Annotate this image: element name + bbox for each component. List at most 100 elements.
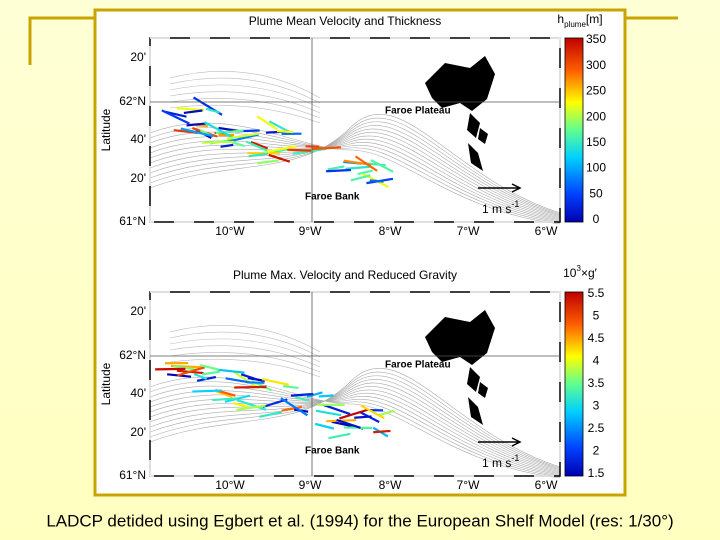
velocity-vector bbox=[234, 385, 267, 389]
contour bbox=[149, 376, 561, 479]
velocity-vector bbox=[328, 432, 351, 440]
contour bbox=[169, 358, 321, 378]
velocity-vector bbox=[264, 145, 297, 154]
velocity-vector bbox=[287, 148, 312, 152]
velocity-vector bbox=[354, 415, 372, 419]
contour bbox=[149, 382, 561, 472]
lat-label: 62°N bbox=[119, 94, 146, 108]
panel-title: Plume Mean Velocity and Thickness bbox=[249, 14, 442, 28]
velocity-vector bbox=[318, 394, 334, 398]
velocity-vector bbox=[360, 404, 385, 420]
contour bbox=[169, 331, 321, 358]
contour bbox=[149, 368, 561, 468]
velocity-vector bbox=[314, 422, 335, 430]
y-axis-label: Latitude bbox=[99, 362, 113, 405]
velocity-vector bbox=[225, 377, 251, 384]
colorbar-tick-label: 4 bbox=[593, 354, 600, 368]
velocity-vector bbox=[227, 133, 260, 143]
velocity-vector bbox=[180, 127, 214, 138]
velocity-vector bbox=[233, 371, 260, 390]
place-label: Faroe Bank bbox=[305, 192, 360, 203]
contour bbox=[149, 136, 561, 222]
velocity-vector bbox=[192, 389, 222, 393]
velocity-vector bbox=[155, 367, 186, 371]
velocity-vector bbox=[378, 409, 396, 417]
label-unit: [m] bbox=[586, 12, 603, 26]
velocity-vector bbox=[326, 168, 351, 173]
velocity-vector bbox=[220, 143, 234, 148]
contour bbox=[169, 98, 321, 119]
map-panel: Plume Mean Velocity and Thickness 20' 62°N… bbox=[99, 12, 606, 238]
label-base: h bbox=[557, 12, 564, 26]
scale-text: 1 m s bbox=[482, 202, 511, 216]
scale-arrow bbox=[478, 183, 522, 193]
map-panel: Plume Max. Velocity and Reduced Gravity 2… bbox=[99, 264, 604, 492]
velocity-vector bbox=[280, 397, 308, 417]
lat-label: 61°N bbox=[119, 214, 146, 228]
velocity-vector bbox=[250, 141, 269, 150]
label-sub: plume bbox=[564, 20, 586, 29]
velocity-vector bbox=[216, 390, 233, 398]
colorbar-label: hplume[m] bbox=[557, 12, 602, 29]
velocity-vector bbox=[161, 109, 190, 125]
colorbar bbox=[564, 37, 584, 223]
label-sup: 3 bbox=[576, 264, 581, 273]
velocity-vector bbox=[203, 121, 234, 139]
contour bbox=[149, 132, 561, 219]
scale-sup: -1 bbox=[511, 199, 519, 209]
colorbar-tick-label: 250 bbox=[586, 84, 606, 98]
scale-label: 1 m s-1 bbox=[482, 453, 519, 470]
scale-label: 1 m s-1 bbox=[482, 199, 519, 216]
velocity-vector bbox=[339, 408, 369, 420]
contour bbox=[149, 381, 561, 478]
lat-label: 40' bbox=[130, 386, 146, 400]
lon-label: 10°W bbox=[215, 478, 245, 492]
lat-label: 62°N bbox=[119, 348, 146, 362]
velocity-vector bbox=[270, 148, 289, 154]
contour bbox=[149, 128, 561, 218]
contour bbox=[149, 125, 561, 217]
velocity-vector bbox=[177, 366, 206, 377]
lon-label: 6°W bbox=[535, 478, 558, 492]
velocity-vector bbox=[370, 159, 394, 173]
lon-label: 6°W bbox=[535, 224, 558, 238]
map-frame-dash bbox=[149, 37, 561, 223]
panels: Plume Mean Velocity and Thickness 20' 62°N… bbox=[99, 12, 606, 492]
contour bbox=[169, 77, 321, 104]
decor-lines bbox=[28, 16, 678, 65]
contour bbox=[149, 117, 561, 215]
lon-label: 9°W bbox=[299, 478, 322, 492]
velocity-vector bbox=[257, 159, 279, 165]
colorbar-tick-label: 2.5 bbox=[588, 421, 605, 435]
panel-title: Plume Max. Velocity and Reduced Gravity bbox=[233, 268, 457, 282]
colorbar-tick-label: 50 bbox=[589, 186, 603, 200]
velocity-vector bbox=[261, 378, 290, 386]
lon-label: 8°W bbox=[379, 224, 402, 238]
velocity-vector bbox=[232, 402, 248, 408]
scale-arrow bbox=[478, 437, 522, 447]
velocity-vector bbox=[350, 174, 371, 182]
label-unit: ×g′ bbox=[581, 266, 598, 280]
islands bbox=[425, 310, 495, 425]
contour bbox=[149, 385, 561, 477]
velocity-vector bbox=[354, 155, 378, 172]
velocity-vector bbox=[248, 152, 269, 158]
contour bbox=[169, 91, 321, 114]
velocity-vector bbox=[193, 373, 208, 381]
velocity-vector bbox=[216, 368, 245, 374]
lon-label: 9°W bbox=[299, 224, 322, 238]
velocity-vector bbox=[215, 129, 244, 135]
velocity-vector bbox=[259, 411, 282, 418]
colorbar-label: 103×g′ bbox=[563, 264, 597, 280]
contour bbox=[169, 104, 321, 124]
y-axis-label: Latitude bbox=[99, 108, 113, 151]
scale-text: 1 m s bbox=[482, 456, 511, 470]
velocity-vector bbox=[276, 130, 294, 134]
colorbar-tick-label: 5 bbox=[593, 309, 600, 323]
colorbar-tick-label: 150 bbox=[586, 135, 606, 149]
velocity-vector bbox=[256, 115, 279, 131]
colorbar-tick-label: 300 bbox=[586, 58, 606, 72]
contour bbox=[169, 352, 321, 373]
colorbar-tick-label: 2 bbox=[593, 444, 600, 458]
islands bbox=[425, 56, 495, 171]
